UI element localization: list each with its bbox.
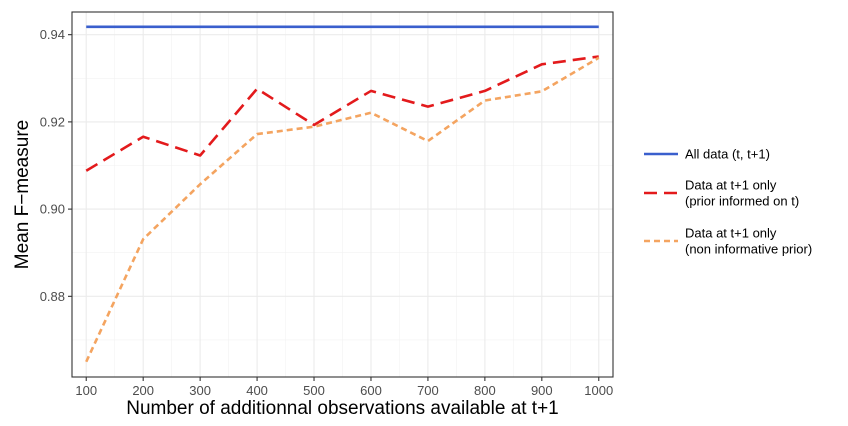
- x-tick-label: 500: [303, 383, 325, 398]
- legend-label-2: Data at t+1 only: [685, 178, 777, 193]
- y-axis: 0.88 0.90 0.92 0.94: [40, 27, 72, 304]
- y-tick-label: 0.92: [40, 114, 65, 129]
- x-tick-label: 100: [75, 383, 97, 398]
- x-axis-title: Number of additionnal observations avail…: [126, 398, 559, 419]
- x-tick-label: 600: [360, 383, 382, 398]
- minor-gridlines: [72, 12, 613, 377]
- x-tick-label: 900: [531, 383, 553, 398]
- x-tick-label: 300: [189, 383, 211, 398]
- legend: All data (t, t+1)Data at t+1 only(prior …: [644, 147, 812, 257]
- y-axis-title: Mean F−measure: [12, 120, 33, 269]
- x-tick-label: 1000: [584, 383, 613, 398]
- legend-label-2: (prior informed on t): [685, 194, 799, 209]
- legend-label-3: Data at t+1 only: [685, 226, 777, 241]
- series-line-3: [85, 56, 600, 363]
- x-axis: 100 200 300 400 500 600 700 800 900 1000: [75, 377, 613, 398]
- plot-panel-border: [71, 11, 614, 378]
- y-tick-label: 0.90: [40, 202, 65, 217]
- y-tick-label: 0.94: [40, 27, 65, 42]
- major-gridlines: [72, 12, 613, 377]
- legend-label-1: All data (t, t+1): [685, 147, 770, 162]
- data-series: [85, 25, 600, 363]
- x-tick-label: 400: [246, 383, 268, 398]
- x-tick-label: 200: [132, 383, 154, 398]
- legend-label-3: (non informative prior): [685, 242, 812, 257]
- y-tick-label: 0.88: [40, 289, 65, 304]
- x-tick-label: 700: [417, 383, 439, 398]
- x-tick-label: 800: [474, 383, 496, 398]
